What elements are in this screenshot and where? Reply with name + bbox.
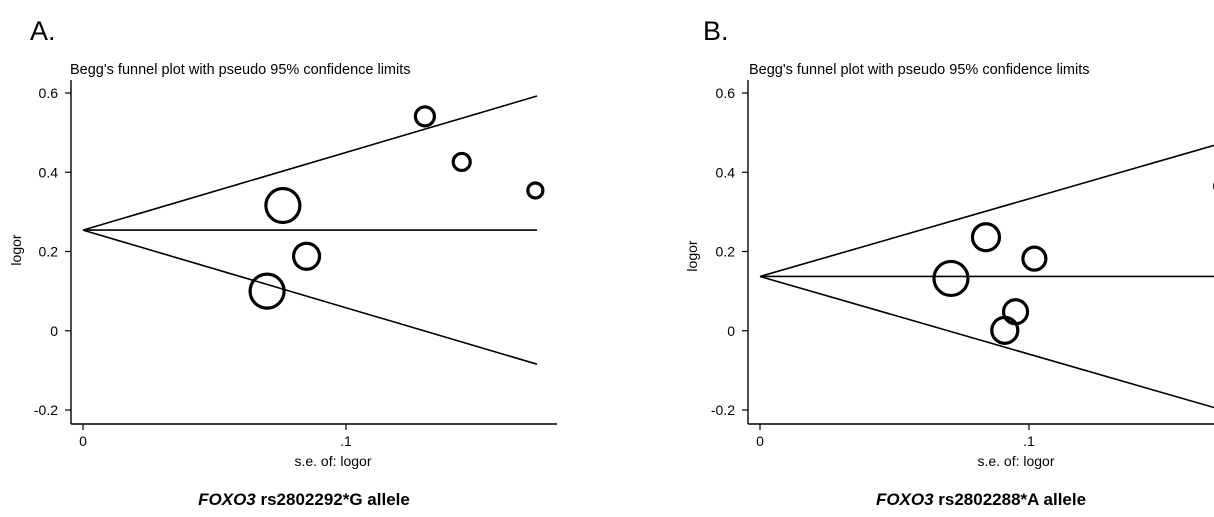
y-tick-label: 0.6: [39, 85, 59, 101]
lower-confidence-limit: [759, 275, 1214, 409]
panel-label: B.: [703, 16, 729, 46]
study-point: [970, 222, 1002, 253]
y-tick-label: 0.2: [716, 244, 736, 260]
x-axis-label: s.e. of: logor: [294, 453, 371, 469]
y-tick-label: -0.2: [34, 402, 58, 418]
upper-confidence-limit: [759, 144, 1214, 278]
caption-variant: rs2802288*A allele: [934, 490, 1087, 509]
caption-gene: FOXO3: [198, 490, 256, 509]
x-tick-label: .1: [1023, 433, 1035, 449]
study-point: [291, 241, 322, 271]
study-point: [248, 272, 286, 310]
study-point: [1001, 298, 1030, 326]
study-point: [1021, 245, 1048, 272]
y-tick-label: 0: [50, 323, 58, 339]
study-point: [526, 181, 545, 200]
panel-label: A.: [30, 16, 56, 46]
caption-variant: rs2802292*G allele: [256, 490, 410, 509]
lower-confidence-limit: [82, 229, 538, 365]
y-axis-label: logor: [8, 234, 24, 265]
y-tick-label: -0.2: [711, 402, 735, 418]
y-tick-label: 0.6: [716, 85, 736, 101]
upper-confidence-limit: [82, 95, 538, 231]
y-tick-label: 0.4: [716, 164, 736, 180]
y-tick-label: 0.2: [39, 244, 59, 260]
chart-title: Begg's funnel plot with pseudo 95% confi…: [70, 62, 411, 78]
x-tick-label: 0: [79, 433, 87, 449]
panel-caption: FOXO3 rs2802292*G allele: [198, 490, 410, 509]
x-tick-label: 0: [756, 433, 764, 449]
y-axis-label: logor: [684, 240, 700, 271]
study-point: [264, 186, 302, 225]
y-tick-label: 0.4: [39, 164, 59, 180]
study-point: [451, 151, 472, 173]
caption-gene: FOXO3: [876, 490, 934, 509]
study-point: [990, 315, 1020, 345]
study-point: [413, 105, 436, 128]
panel-caption: FOXO3 rs2802288*A allele: [876, 490, 1086, 509]
x-axis-label: s.e. of: logor: [977, 453, 1054, 469]
study-point: [932, 259, 970, 298]
y-tick-label: 0: [727, 323, 735, 339]
x-tick-label: .1: [340, 433, 352, 449]
chart-title: Begg's funnel plot with pseudo 95% confi…: [749, 62, 1090, 78]
